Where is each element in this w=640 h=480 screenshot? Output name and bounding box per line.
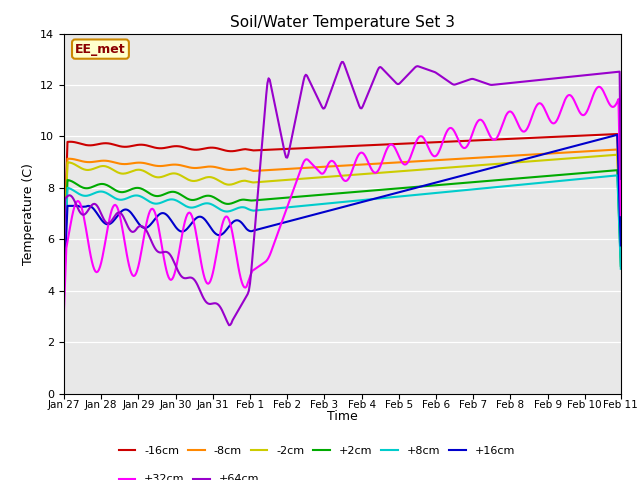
+2cm <box>469 179 477 185</box>
-2cm <box>234 180 241 185</box>
+8cm <box>614 172 621 178</box>
+32cm <box>469 129 477 134</box>
Title: Soil/Water Temperature Set 3: Soil/Water Temperature Set 3 <box>230 15 455 30</box>
-2cm <box>614 152 621 157</box>
+64cm <box>338 59 346 65</box>
-8cm <box>372 161 380 167</box>
Line: -16cm: -16cm <box>64 134 621 250</box>
+16cm <box>295 216 303 222</box>
+64cm <box>472 77 479 83</box>
+64cm <box>568 74 576 80</box>
+32cm <box>60 307 68 313</box>
+16cm <box>617 242 625 248</box>
+32cm <box>295 172 303 178</box>
+2cm <box>295 194 303 200</box>
+32cm <box>595 84 602 90</box>
-8cm <box>60 256 68 262</box>
+16cm <box>399 189 406 194</box>
Line: +2cm: +2cm <box>64 170 621 272</box>
+64cm <box>296 95 304 101</box>
+32cm <box>617 212 625 218</box>
+16cm <box>566 144 573 150</box>
+64cm <box>225 323 233 328</box>
-16cm <box>372 142 380 148</box>
Line: -8cm: -8cm <box>64 149 621 259</box>
-2cm <box>617 254 625 260</box>
-8cm <box>617 251 625 257</box>
+2cm <box>614 168 621 173</box>
-16cm <box>399 141 406 146</box>
Line: +16cm: +16cm <box>64 135 621 287</box>
+32cm <box>399 160 406 166</box>
-8cm <box>614 146 621 152</box>
-2cm <box>566 156 573 161</box>
X-axis label: Time: Time <box>327 410 358 423</box>
+16cm <box>614 132 621 138</box>
+2cm <box>566 171 573 177</box>
+32cm <box>234 258 241 264</box>
Line: -2cm: -2cm <box>64 155 621 262</box>
+8cm <box>469 186 477 192</box>
-16cm <box>617 242 625 248</box>
-16cm <box>614 131 621 137</box>
-8cm <box>469 155 477 161</box>
Legend: +32cm, +64cm: +32cm, +64cm <box>114 470 264 480</box>
+8cm <box>60 273 68 279</box>
+64cm <box>60 262 68 267</box>
+8cm <box>399 193 406 199</box>
+8cm <box>566 177 573 183</box>
Text: EE_met: EE_met <box>75 43 126 56</box>
+8cm <box>372 196 380 202</box>
-16cm <box>469 138 477 144</box>
+16cm <box>372 195 380 201</box>
+64cm <box>234 307 242 313</box>
-16cm <box>234 148 241 154</box>
+32cm <box>566 92 573 98</box>
+8cm <box>234 205 241 211</box>
+16cm <box>469 170 477 176</box>
-8cm <box>399 159 406 165</box>
-2cm <box>60 259 68 264</box>
+64cm <box>617 176 625 182</box>
-16cm <box>295 145 303 151</box>
+64cm <box>374 67 381 72</box>
+64cm <box>401 75 408 81</box>
-2cm <box>469 163 477 168</box>
-2cm <box>295 176 303 182</box>
+32cm <box>372 170 380 176</box>
-2cm <box>372 170 380 176</box>
Line: +8cm: +8cm <box>64 175 621 276</box>
+2cm <box>60 269 68 275</box>
+2cm <box>617 263 625 269</box>
+16cm <box>234 217 241 223</box>
+2cm <box>372 187 380 193</box>
-16cm <box>566 133 573 139</box>
+16cm <box>60 284 68 289</box>
-16cm <box>60 247 68 253</box>
+8cm <box>295 204 303 209</box>
Y-axis label: Temperature (C): Temperature (C) <box>22 163 35 264</box>
-8cm <box>566 149 573 155</box>
+2cm <box>234 198 241 204</box>
Line: +64cm: +64cm <box>64 62 621 325</box>
Line: +32cm: +32cm <box>64 87 621 310</box>
-2cm <box>399 168 406 174</box>
+2cm <box>399 185 406 191</box>
-8cm <box>295 166 303 171</box>
-8cm <box>234 167 241 172</box>
+8cm <box>617 266 625 272</box>
